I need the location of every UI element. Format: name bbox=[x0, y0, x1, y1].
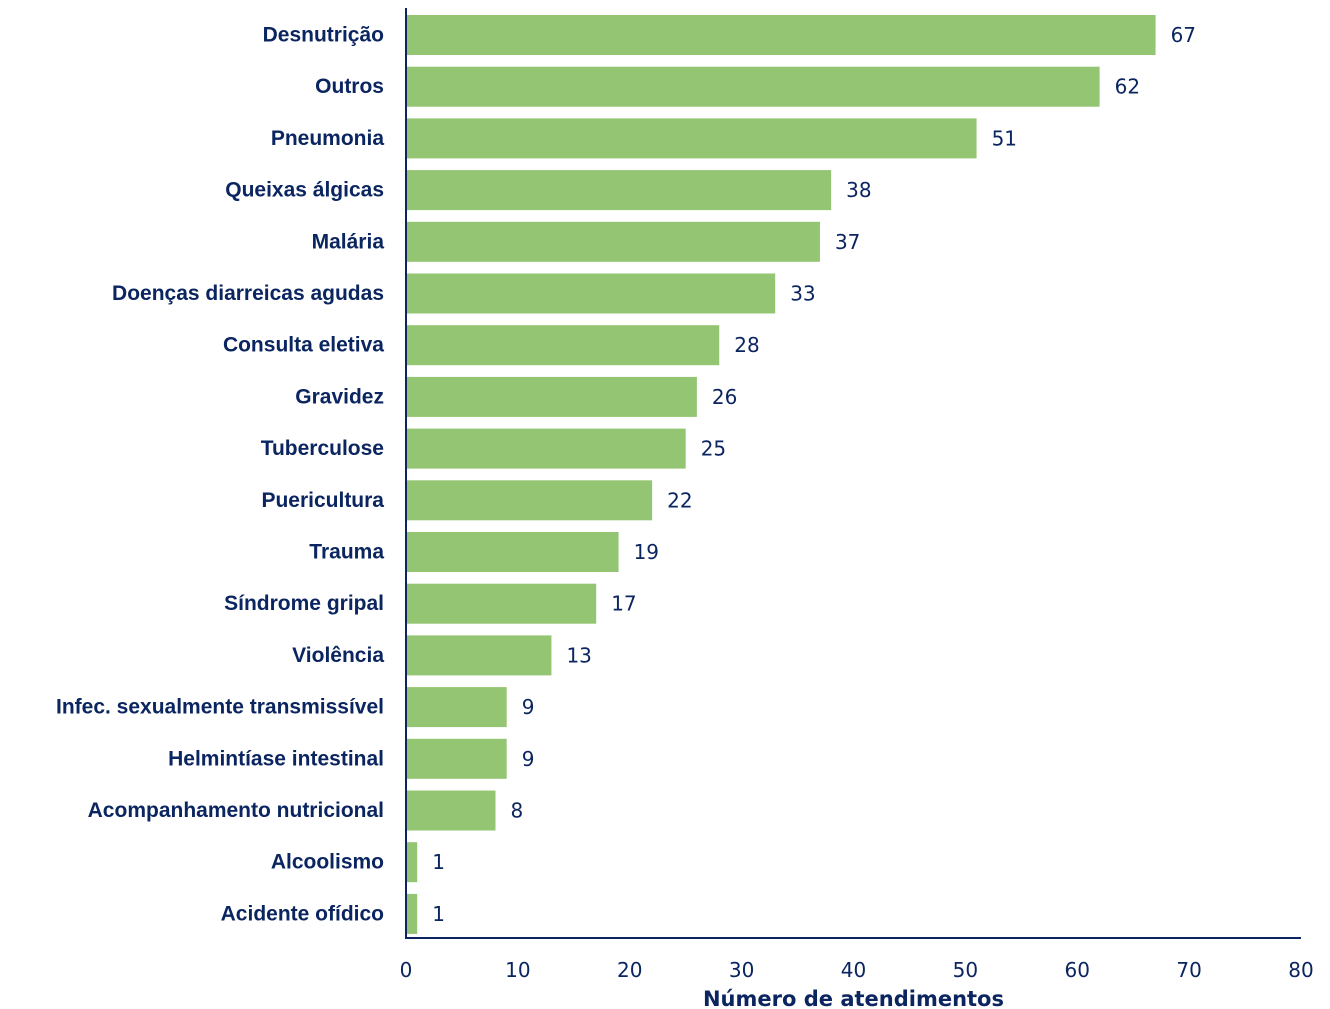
value-label: 1 bbox=[432, 902, 445, 926]
value-label: 9 bbox=[522, 747, 535, 771]
value-label: 8 bbox=[511, 799, 524, 823]
bar-5 bbox=[406, 273, 776, 314]
category-label: Alcoolismo bbox=[271, 851, 384, 874]
value-label: 38 bbox=[846, 178, 871, 202]
x-tick-label: 30 bbox=[729, 958, 754, 982]
bar-9 bbox=[406, 480, 653, 521]
value-label: 33 bbox=[790, 282, 815, 306]
category-label: Consulta eletiva bbox=[223, 334, 384, 357]
x-tick-label: 20 bbox=[617, 958, 642, 982]
value-label: 25 bbox=[701, 437, 726, 461]
category-label: Gravidez bbox=[295, 385, 384, 408]
category-label: Queixas álgicas bbox=[225, 179, 384, 202]
bar-16 bbox=[406, 842, 418, 883]
bar-1 bbox=[406, 66, 1100, 107]
value-label: 9 bbox=[522, 695, 535, 719]
bar-10 bbox=[406, 532, 619, 572]
category-label: Desnutrição bbox=[263, 24, 384, 47]
value-label: 1 bbox=[432, 850, 445, 874]
category-label: Tuberculose bbox=[261, 437, 384, 460]
value-label: 51 bbox=[992, 126, 1017, 150]
category-label: Outros bbox=[315, 75, 384, 98]
bar-3 bbox=[406, 170, 832, 211]
bar-7 bbox=[406, 376, 697, 417]
category-label: Doenças diarreicas agudas bbox=[112, 282, 384, 305]
category-label: Puericultura bbox=[261, 489, 384, 512]
value-labels: 67 62 51 38 37 33 28 26 25 22 19 17 13 9 9 8 1 1 bbox=[432, 23, 1196, 926]
bar-15 bbox=[406, 790, 496, 831]
value-label: 28 bbox=[734, 333, 759, 357]
value-label: 17 bbox=[611, 592, 636, 616]
bar-2 bbox=[406, 118, 977, 159]
x-tick-label: 0 bbox=[400, 958, 413, 982]
value-label: 67 bbox=[1171, 23, 1196, 47]
x-tick-label: 10 bbox=[505, 958, 530, 982]
value-label: 37 bbox=[835, 230, 860, 254]
bar-4 bbox=[406, 221, 820, 262]
category-label: Trauma bbox=[309, 541, 384, 564]
bar-12 bbox=[406, 635, 552, 676]
bar-8 bbox=[406, 428, 686, 469]
x-tick-label: 70 bbox=[1176, 958, 1201, 982]
x-tick-label: 50 bbox=[953, 958, 978, 982]
bar-6 bbox=[406, 325, 720, 366]
x-axis-title: Número de atendimentos bbox=[703, 987, 1004, 1009]
x-tick-labels: 0 10 20 30 40 50 60 70 80 bbox=[400, 958, 1314, 982]
value-label: 26 bbox=[712, 385, 737, 409]
category-labels: Desnutrição Outros Pneumonia Queixas álgica… bbox=[56, 24, 384, 926]
value-label: 19 bbox=[634, 540, 659, 564]
value-label: 62 bbox=[1115, 75, 1140, 99]
category-label: Infec. sexualmente transmissível bbox=[56, 696, 384, 719]
x-tick-label: 60 bbox=[1065, 958, 1090, 982]
bar-17 bbox=[406, 893, 418, 934]
bar-13 bbox=[406, 687, 507, 728]
value-label: 13 bbox=[566, 643, 591, 667]
category-label: Acidente ofídico bbox=[221, 902, 384, 925]
category-label: Pneumonia bbox=[271, 127, 385, 150]
bars-group bbox=[406, 15, 1156, 934]
bar-14 bbox=[406, 738, 507, 779]
category-label: Acompanhamento nutricional bbox=[88, 799, 384, 822]
bar-11 bbox=[406, 583, 597, 624]
bar-0 bbox=[406, 15, 1156, 55]
x-tick-label: 80 bbox=[1288, 958, 1313, 982]
category-label: Helmintíase intestinal bbox=[168, 747, 384, 770]
x-tick-label: 40 bbox=[841, 958, 866, 982]
category-label: Violência bbox=[292, 644, 384, 667]
value-label: 22 bbox=[667, 488, 692, 512]
category-label: Malária bbox=[312, 230, 385, 253]
category-label: Síndrome gripal bbox=[224, 592, 384, 615]
